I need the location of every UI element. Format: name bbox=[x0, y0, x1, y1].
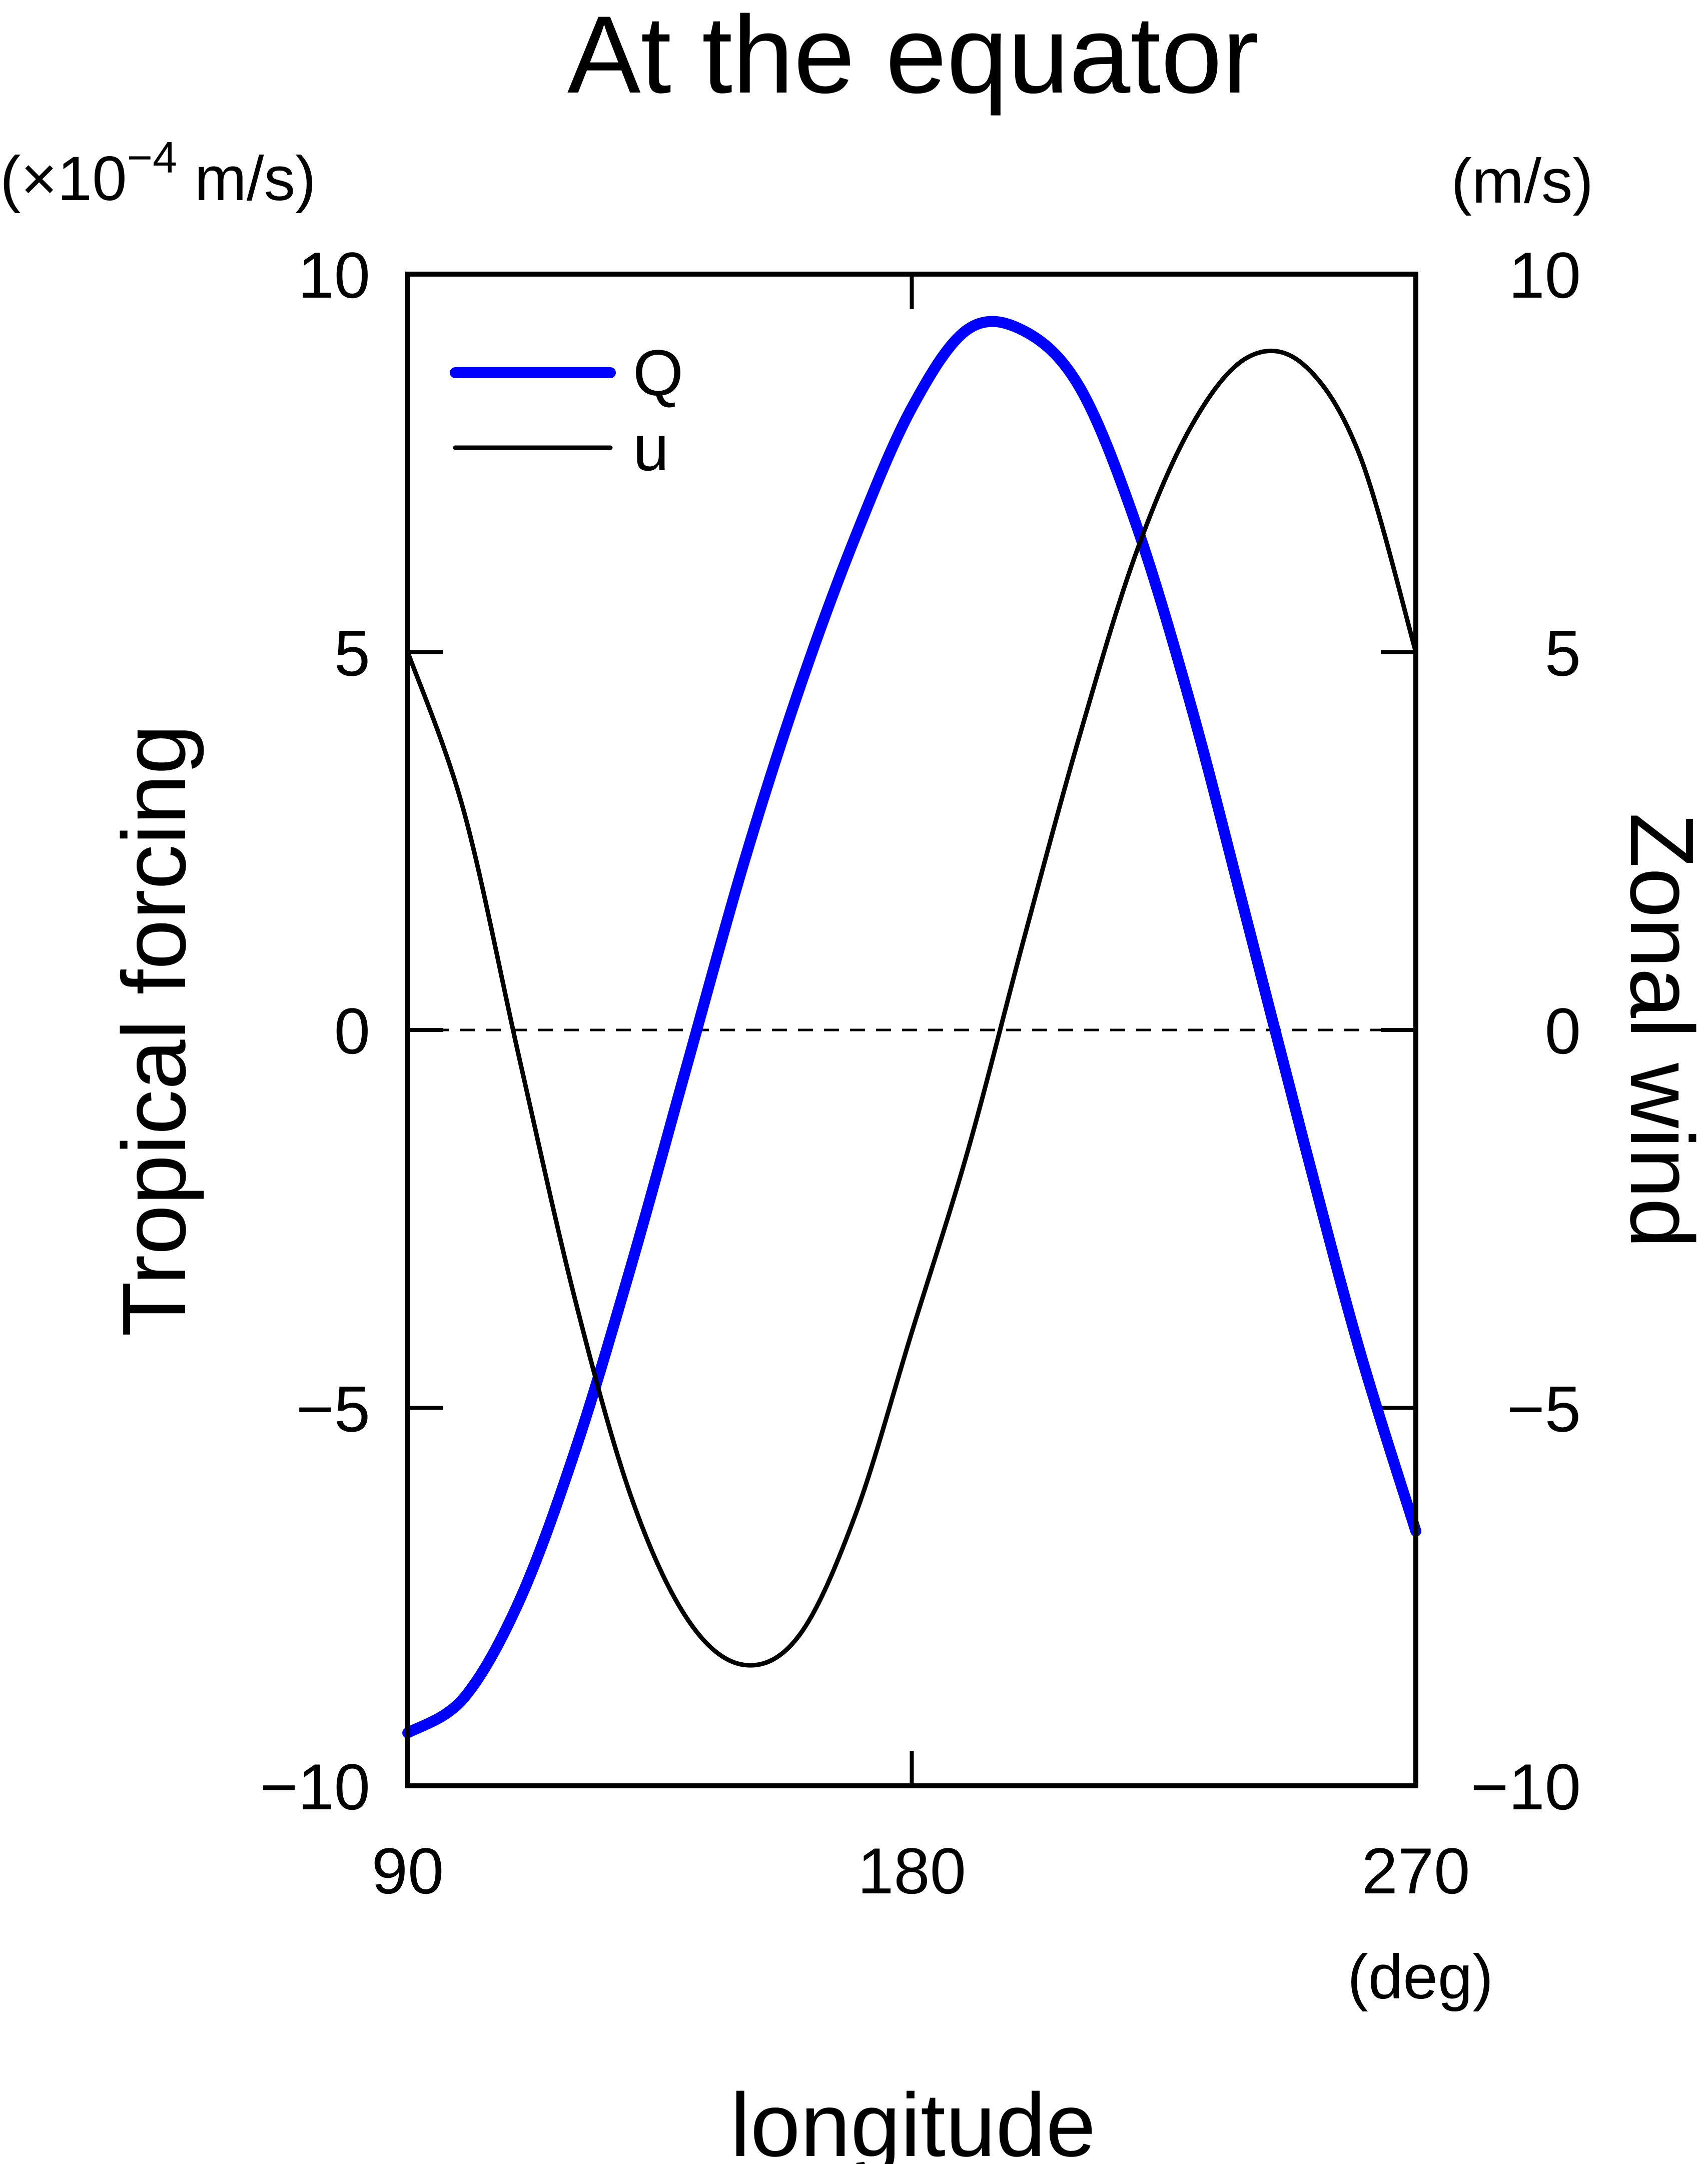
chart-title: At the equator bbox=[567, 0, 1259, 116]
series-Q-line bbox=[402, 316, 1421, 1739]
x-axis-unit: (deg) bbox=[1347, 1942, 1493, 2012]
axis-ticks bbox=[406, 272, 1418, 1788]
plot-frame bbox=[405, 272, 1418, 1788]
right-axis-unit: (m/s) bbox=[1451, 147, 1593, 216]
series-u-line bbox=[405, 348, 1418, 1668]
right-y-tick-label: −5 bbox=[1507, 1373, 1581, 1446]
right-y-tick-label: −10 bbox=[1470, 1750, 1581, 1823]
legend: Qu bbox=[450, 336, 683, 484]
left-y-tick-label: −5 bbox=[296, 1373, 370, 1446]
left-y-tick-label: −10 bbox=[260, 1750, 370, 1823]
right-axis-label: Zonal wind bbox=[1611, 813, 1708, 1248]
data-series bbox=[402, 316, 1421, 1739]
legend-label-Q: Q bbox=[633, 336, 683, 409]
left-axis-unit-base: (×10 bbox=[0, 144, 127, 214]
left-axis-label: Tropical forcing bbox=[104, 724, 205, 1337]
x-tick-label: 270 bbox=[1362, 1834, 1470, 1907]
x-tick-label: 180 bbox=[858, 1834, 966, 1907]
left-y-tick-label: 10 bbox=[298, 239, 370, 312]
x-axis-label: longitude bbox=[730, 2075, 1096, 2164]
left-axis-unit-exponent: −4 bbox=[127, 133, 177, 182]
axis-tick-labels: −10 −10 −5 −5 0 0 5 5 10 10 90 180 270 bbox=[260, 239, 1581, 1907]
right-y-tick-label: 5 bbox=[1545, 617, 1581, 690]
x-tick-label: 90 bbox=[372, 1834, 444, 1907]
legend-label-u: u bbox=[633, 411, 669, 484]
right-y-tick-label: 10 bbox=[1508, 239, 1581, 312]
left-axis-unit: (×10−4 m/s) bbox=[0, 133, 316, 214]
left-y-tick-label: 5 bbox=[334, 617, 370, 690]
right-y-tick-label: 0 bbox=[1545, 994, 1581, 1067]
left-y-tick-label: 0 bbox=[334, 994, 370, 1067]
left-axis-unit-tail: m/s) bbox=[177, 144, 316, 214]
